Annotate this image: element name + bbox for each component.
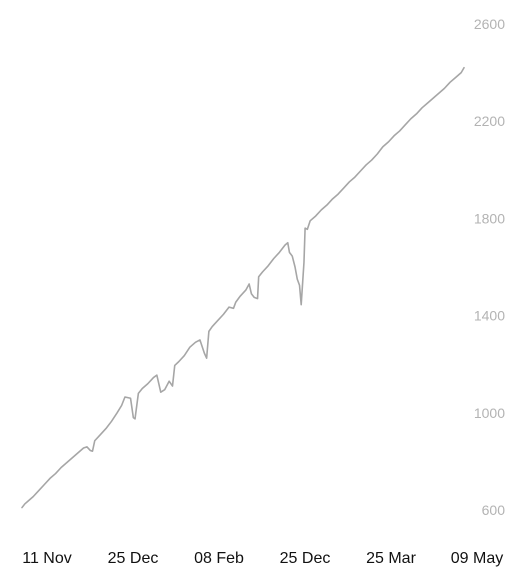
x-tick-label: 25 Dec [108, 550, 159, 567]
y-tick-label: 2200 [474, 113, 505, 129]
x-tick-label: 25 Dec [280, 550, 331, 567]
x-tick-label: 09 May [451, 550, 503, 567]
series-layer [21, 66, 465, 509]
x-tick-label: 11 Nov [22, 550, 72, 567]
y-tick-label: 1400 [474, 308, 505, 324]
y-tick-label: 1000 [474, 405, 505, 421]
y-axis: 600 1000 1400 1800 2200 2600 [474, 16, 505, 518]
y-tick-label: 1800 [474, 210, 505, 226]
series-line [21, 66, 465, 509]
y-tick-label: 2600 [474, 16, 505, 32]
x-tick-label: 25 Mar [366, 550, 416, 567]
x-tick-label: 08 Feb [194, 550, 244, 567]
y-tick-label: 600 [482, 502, 506, 518]
x-axis: 11 Nov 25 Dec 08 Feb 25 Dec 25 Mar 09 May [22, 550, 503, 567]
